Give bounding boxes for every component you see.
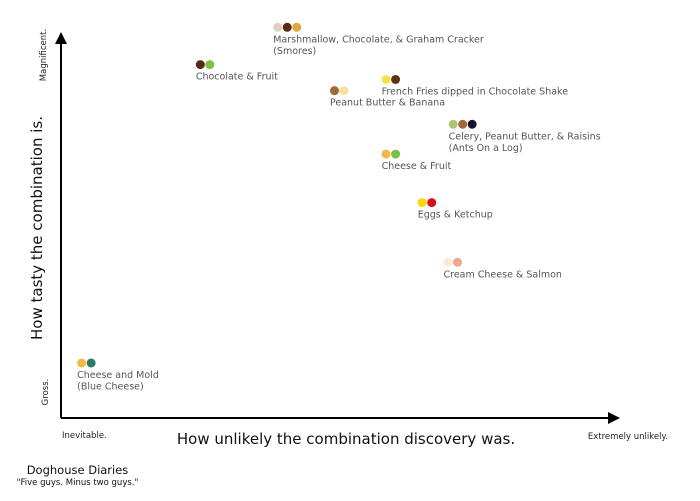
point-label: Cheese and Mold (Blue Cheese) — [77, 370, 159, 393]
data-point: Eggs & Ketchup — [417, 198, 493, 221]
point-marker — [195, 60, 205, 70]
point-label: Cream Cheese & Salmon — [444, 269, 562, 280]
point-marker — [273, 22, 283, 32]
data-point: Celery, Peanut Butter, & Raisins (Ants On… — [448, 119, 601, 154]
point-marker — [448, 119, 458, 129]
point-label: Cheese & Fruit — [382, 161, 452, 172]
point-label: French Fries dipped in Chocolate Shake — [382, 86, 569, 97]
point-marker — [443, 257, 453, 267]
point-marker — [329, 86, 339, 96]
data-point: French Fries dipped in Chocolate Shake — [381, 74, 569, 97]
data-point: Cream Cheese & Salmon — [443, 257, 562, 280]
data-point: Cheese and Mold (Blue Cheese) — [77, 358, 159, 392]
point-marker — [458, 119, 468, 129]
point-label: Chocolate & Fruit — [196, 72, 278, 83]
point-marker — [453, 257, 462, 267]
point-marker — [205, 60, 215, 70]
point-marker — [292, 22, 302, 32]
point-marker — [391, 74, 401, 84]
point-marker — [467, 119, 477, 129]
data-point: Marshmallow, Chocolate, & Graham Cracker… — [273, 22, 484, 57]
point-marker — [86, 358, 96, 368]
point-label: Peanut Butter & Banana — [330, 98, 445, 109]
y-tick-label-min: Gross. — [41, 379, 51, 406]
data-point: Peanut Butter & Banana — [329, 86, 445, 109]
point-marker — [282, 22, 292, 32]
point-marker — [391, 149, 401, 159]
credit-name: Doghouse Diaries — [26, 463, 129, 477]
y-axis-title: How tasty the combination is. — [28, 116, 46, 340]
credit-tagline: "Five guys. Minus two guys." — [16, 478, 139, 488]
point-label: Celery, Peanut Butter, & Raisins (Ants On… — [449, 131, 601, 154]
point-marker — [381, 149, 391, 159]
points-layer: Marshmallow, Chocolate, & Graham Cracker… — [77, 22, 601, 392]
point-marker — [427, 198, 437, 208]
point-label: Eggs & Ketchup — [418, 210, 493, 221]
point-marker — [417, 198, 427, 208]
point-marker — [339, 86, 349, 96]
y-tick-label-max: Magnificent. — [39, 29, 49, 81]
point-marker — [381, 74, 391, 84]
credit-block: Doghouse Diaries "Five guys. Minus two g… — [0, 463, 155, 489]
x-tick-label-min: Inevitable. — [62, 431, 107, 441]
x-axis-title: How unlikely the combination discovery w… — [177, 430, 515, 448]
data-point: Cheese & Fruit — [381, 149, 452, 172]
point-marker — [77, 358, 87, 368]
x-tick-label-max: Extremely unlikely. — [588, 432, 668, 442]
point-label: Marshmallow, Chocolate, & Graham Cracker… — [273, 34, 484, 57]
data-point: Chocolate & Fruit — [195, 60, 278, 83]
